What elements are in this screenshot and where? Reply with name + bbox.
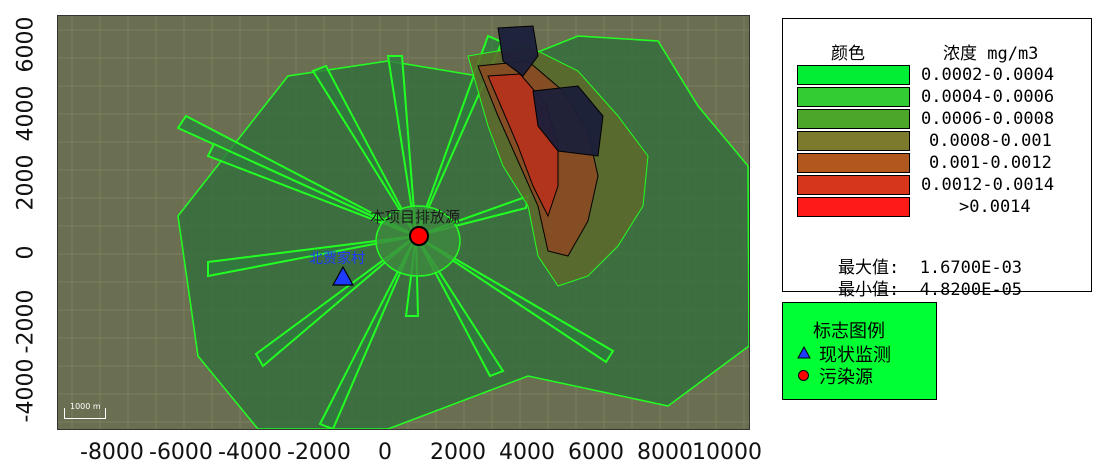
legend-range: 0.0004-0.0006 (921, 87, 1055, 107)
legend-swatch (797, 175, 910, 195)
legend-range: 0.0006-0.0008 (921, 109, 1055, 129)
min-label: 最小值: (837, 280, 900, 300)
x-tick: -8000 (80, 440, 144, 465)
legend-swatch (797, 109, 910, 129)
y-tick: -2000 (13, 289, 39, 354)
legend-swatch (797, 131, 910, 151)
map-canvas (58, 16, 749, 429)
legend-range: 0.0002-0.0004 (921, 65, 1055, 85)
source-marker[interactable] (409, 226, 429, 246)
x-tick: 8000 (637, 440, 693, 465)
x-tick: 6000 (568, 440, 624, 465)
legend-color-header: 颜色 (831, 44, 865, 64)
concentration-map[interactable]: 本项目排放源 北贾家村 1000 m (57, 15, 750, 430)
legend-swatch (797, 197, 910, 217)
legend-conc-header: 浓度 mg/m3 (943, 44, 1039, 64)
symbol-monitor-label: 现状监测 (819, 345, 891, 366)
legend-swatch (797, 153, 910, 173)
y-tick: -4000 (13, 358, 39, 423)
symbol-source-label: 污染源 (819, 367, 873, 388)
min-value: 4.8200E-05 (919, 280, 1023, 300)
legend-range: 0.001-0.0012 (929, 153, 1052, 173)
x-tick: -4000 (218, 440, 282, 465)
y-tick: 0 (13, 245, 39, 260)
scale-bar (64, 408, 106, 419)
y-tick: 2000 (13, 154, 39, 211)
y-tick: 6000 (13, 16, 39, 73)
dark-areas (497, 25, 604, 157)
source-label: 本项目排放源 (370, 208, 461, 226)
max-label: 最大值: (837, 258, 900, 278)
legend-swatch (797, 87, 910, 107)
monitor-label: 北贾家村 (309, 251, 365, 267)
x-tick: 4000 (499, 440, 555, 465)
y-tick: 4000 (13, 85, 39, 142)
x-tick: 10000 (692, 440, 762, 465)
legend-range: 0.0012-0.0014 (921, 175, 1055, 195)
max-value: 1.6700E-03 (919, 258, 1023, 278)
x-tick: -2000 (287, 440, 351, 465)
scale-text: 1000 m (70, 402, 101, 411)
source-symbol-icon (798, 370, 809, 381)
symbol-legend: 标志图例 现状监测 污染源 (782, 302, 937, 400)
max-value-line: 最大值: 1.6700E-03 (797, 233, 1022, 298)
monitor-symbol-icon (797, 346, 811, 359)
concentration-legend: 颜色 浓度 mg/m3 0.0002-0.0004 0.0004-0.0006 … (782, 18, 1092, 300)
min-value-line: 最小值: 4.8200E-05 (797, 255, 1022, 320)
x-tick: -6000 (149, 440, 213, 465)
legend-range: >0.0014 (959, 197, 1031, 217)
legend-range: 0.0008-0.001 (929, 131, 1052, 151)
legend-swatch (797, 65, 910, 85)
x-tick: 2000 (430, 440, 486, 465)
x-tick: 0 (378, 440, 392, 465)
monitor-marker[interactable] (332, 266, 354, 286)
symbol-legend-title: 标志图例 (813, 321, 885, 342)
